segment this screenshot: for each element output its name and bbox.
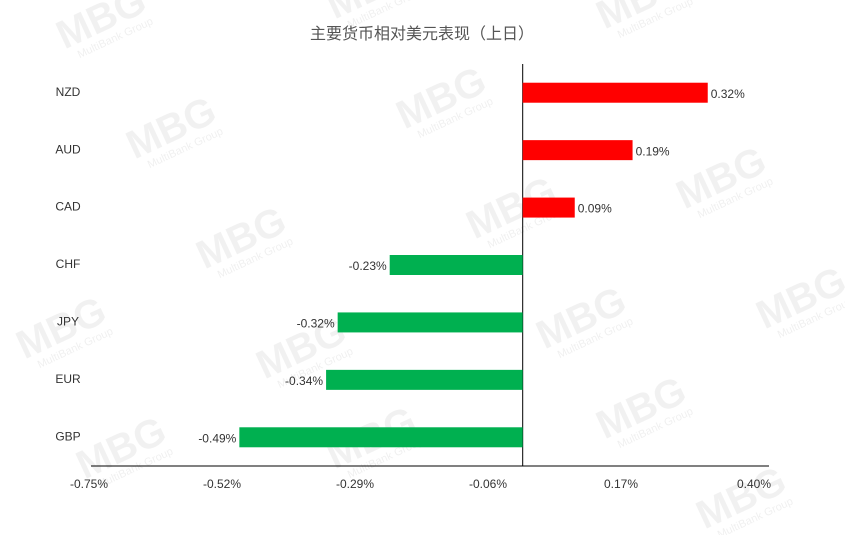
x-tick-label: -0.06% (469, 477, 507, 491)
y-tick-label: CHF (56, 257, 81, 271)
y-tick-label: EUR (55, 372, 81, 386)
bar (239, 427, 523, 448)
x-tick-label: -0.75% (70, 477, 108, 491)
data-label: -0.23% (349, 259, 387, 273)
bar (522, 140, 633, 161)
data-label: -0.34% (285, 374, 323, 388)
bar (389, 255, 523, 275)
x-tick-label: 0.40% (737, 477, 771, 491)
data-label: -0.49% (198, 431, 236, 445)
x-tick-label: 0.17% (604, 477, 638, 491)
bar (522, 197, 575, 218)
y-tick-label: JPY (57, 315, 79, 329)
y-tick-label: GBP (55, 429, 80, 443)
x-tick-label: -0.29% (336, 477, 374, 491)
bar (326, 369, 523, 390)
chart-title: 主要货币相对美元表现（上日） (310, 25, 534, 43)
y-tick-label: NZD (56, 85, 81, 99)
data-label: -0.32% (297, 317, 335, 331)
bar (522, 82, 708, 103)
y-tick-label: AUD (55, 142, 81, 156)
data-label: 0.09% (578, 202, 612, 216)
data-label: 0.19% (636, 144, 670, 158)
data-label: 0.32% (711, 87, 745, 101)
bar (337, 312, 523, 333)
y-tick-label: CAD (55, 200, 81, 214)
x-tick-label: -0.52% (203, 477, 241, 491)
